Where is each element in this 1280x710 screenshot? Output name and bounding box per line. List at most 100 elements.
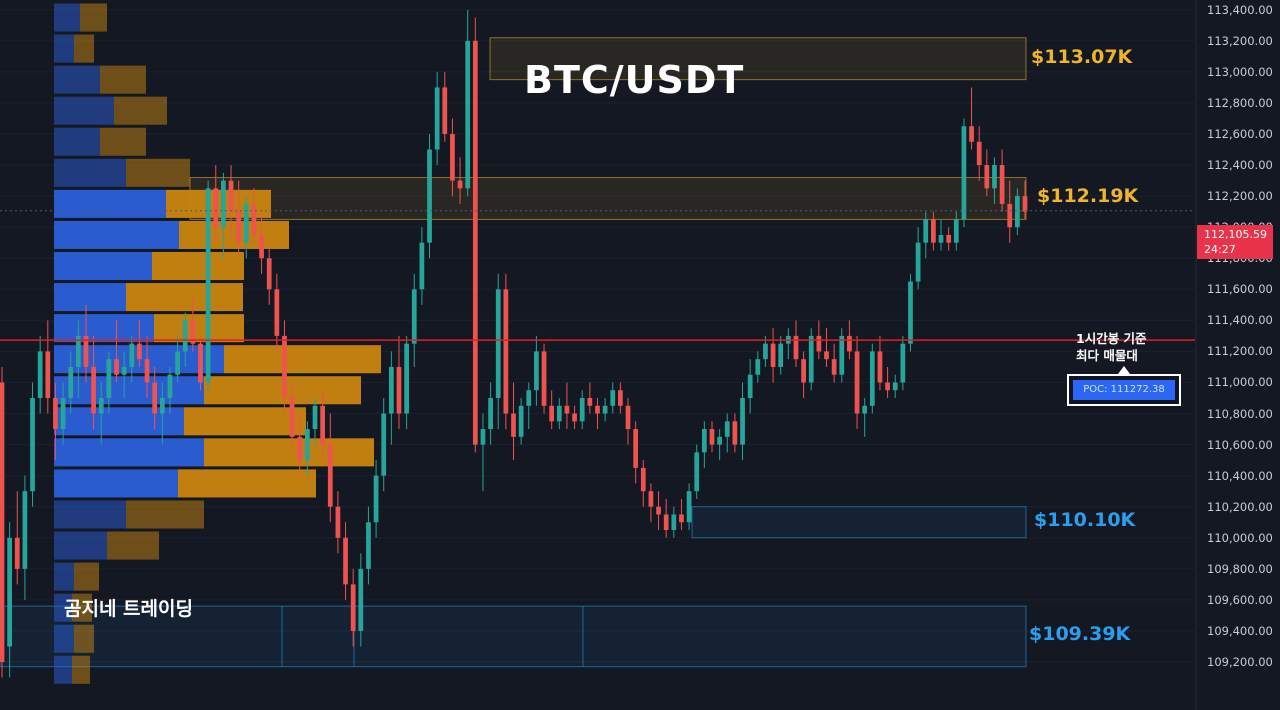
price-tick-label: 109,400.00 (1207, 623, 1273, 638)
price-zone (489, 37, 1027, 81)
volume-bar-up (54, 96, 114, 125)
price-tick-label: 110,200.00 (1207, 499, 1273, 514)
candle-body (68, 366, 74, 399)
volume-bar-down (204, 438, 374, 467)
candle-body (75, 335, 81, 367)
candle-body (251, 203, 257, 235)
candle-body (144, 359, 150, 383)
candle-body (747, 374, 753, 399)
candle-body (885, 382, 890, 391)
candle-body (549, 405, 555, 422)
candle-body (45, 351, 51, 399)
candle-body (434, 87, 440, 150)
candle-body (671, 514, 677, 531)
zone-price-label: $113.07K (1031, 45, 1133, 68)
volume-bar-up (54, 127, 100, 156)
price-tick-label: 109,800.00 (1207, 561, 1273, 576)
candle-body (30, 398, 35, 492)
price-tick-label: 111,000.00 (1207, 375, 1273, 390)
price-tick-label: 110,400.00 (1207, 468, 1273, 483)
volume-bar-up (54, 624, 74, 653)
candle-body (282, 335, 287, 399)
candle-body (388, 366, 394, 414)
candle-body (953, 219, 959, 243)
candle-countdown: 24:27 (1204, 243, 1236, 256)
volume-bar-down (74, 34, 94, 63)
candle-body (358, 568, 364, 631)
poc-note: 1시간봉 기준 최다 매물대 (1076, 330, 1147, 364)
candle-body (83, 335, 89, 367)
poc-note-line2: 최다 매물대 (1076, 348, 1138, 363)
candle-body (541, 351, 547, 406)
candle-body (373, 475, 379, 523)
candle-body (427, 149, 432, 243)
candle-body (236, 211, 242, 243)
candle-body (137, 343, 142, 360)
candle-body (724, 421, 730, 437)
candle-body (717, 436, 722, 445)
volume-bar-up (54, 3, 80, 32)
price-tick-label: 112,400.00 (1207, 158, 1273, 173)
price-zone (189, 176, 1027, 220)
candle-body (411, 289, 417, 344)
volume-bar-down (114, 96, 167, 125)
candle-body (862, 405, 868, 414)
price-tick-label: 113,200.00 (1207, 33, 1273, 48)
candle-body (7, 537, 13, 647)
candle-body (289, 398, 295, 437)
candle-body (243, 203, 249, 243)
candlestick-series (0, 9, 1028, 678)
price-tick-label: 109,200.00 (1207, 655, 1273, 670)
candle-body (579, 398, 585, 422)
candle-body (106, 359, 112, 399)
poc-note-line1: 1시간봉 기준 (1076, 331, 1147, 346)
candle-body (908, 281, 913, 344)
candle-body (297, 436, 303, 461)
candle-body (419, 242, 425, 290)
volume-bar-down (178, 469, 316, 498)
current-price-text: 112,105.59 (1204, 228, 1267, 241)
candle-body (488, 398, 493, 430)
volume-bar-down (126, 158, 190, 187)
candle-body (457, 180, 463, 189)
zone-price-label: $112.19K (1037, 185, 1139, 208)
candle-body (37, 351, 43, 399)
candle-body (709, 429, 715, 445)
candle-body (640, 467, 646, 492)
volume-bar-down (100, 65, 146, 94)
candle-body (824, 351, 829, 360)
candle-body (946, 234, 952, 243)
candle-body (923, 219, 929, 243)
candle-body (1014, 196, 1020, 228)
candle-body (152, 382, 158, 414)
price-zone (691, 506, 1027, 539)
candle-body (648, 491, 654, 507)
volume-bar-up (54, 655, 72, 684)
candle-body (312, 405, 318, 430)
candle-body (511, 413, 516, 437)
candle-body (595, 405, 600, 414)
volume-bar-up (54, 500, 126, 529)
candle-body (1022, 196, 1028, 212)
price-tick-label: 112,200.00 (1207, 189, 1273, 204)
candle-body (969, 126, 974, 142)
poc-label: POC: 111272.38 (1073, 380, 1175, 400)
candle-body (732, 421, 738, 445)
volume-bar-up (54, 189, 166, 218)
candle-body (564, 405, 570, 414)
candle-body (610, 390, 616, 406)
candle-body (892, 382, 898, 391)
candle-body (450, 134, 455, 181)
candle-body (22, 491, 28, 569)
volume-bar-down (80, 3, 107, 32)
candle-body (335, 506, 341, 538)
candle-body (869, 351, 875, 406)
volume-bar-down (152, 251, 244, 281)
candle-body (98, 398, 104, 414)
volume-bar-up (54, 562, 74, 591)
volume-bar-down (126, 283, 243, 312)
brand-watermark: 곰지네 트레이딩 (64, 598, 193, 620)
candle-body (763, 343, 768, 360)
candle-body (167, 374, 173, 399)
